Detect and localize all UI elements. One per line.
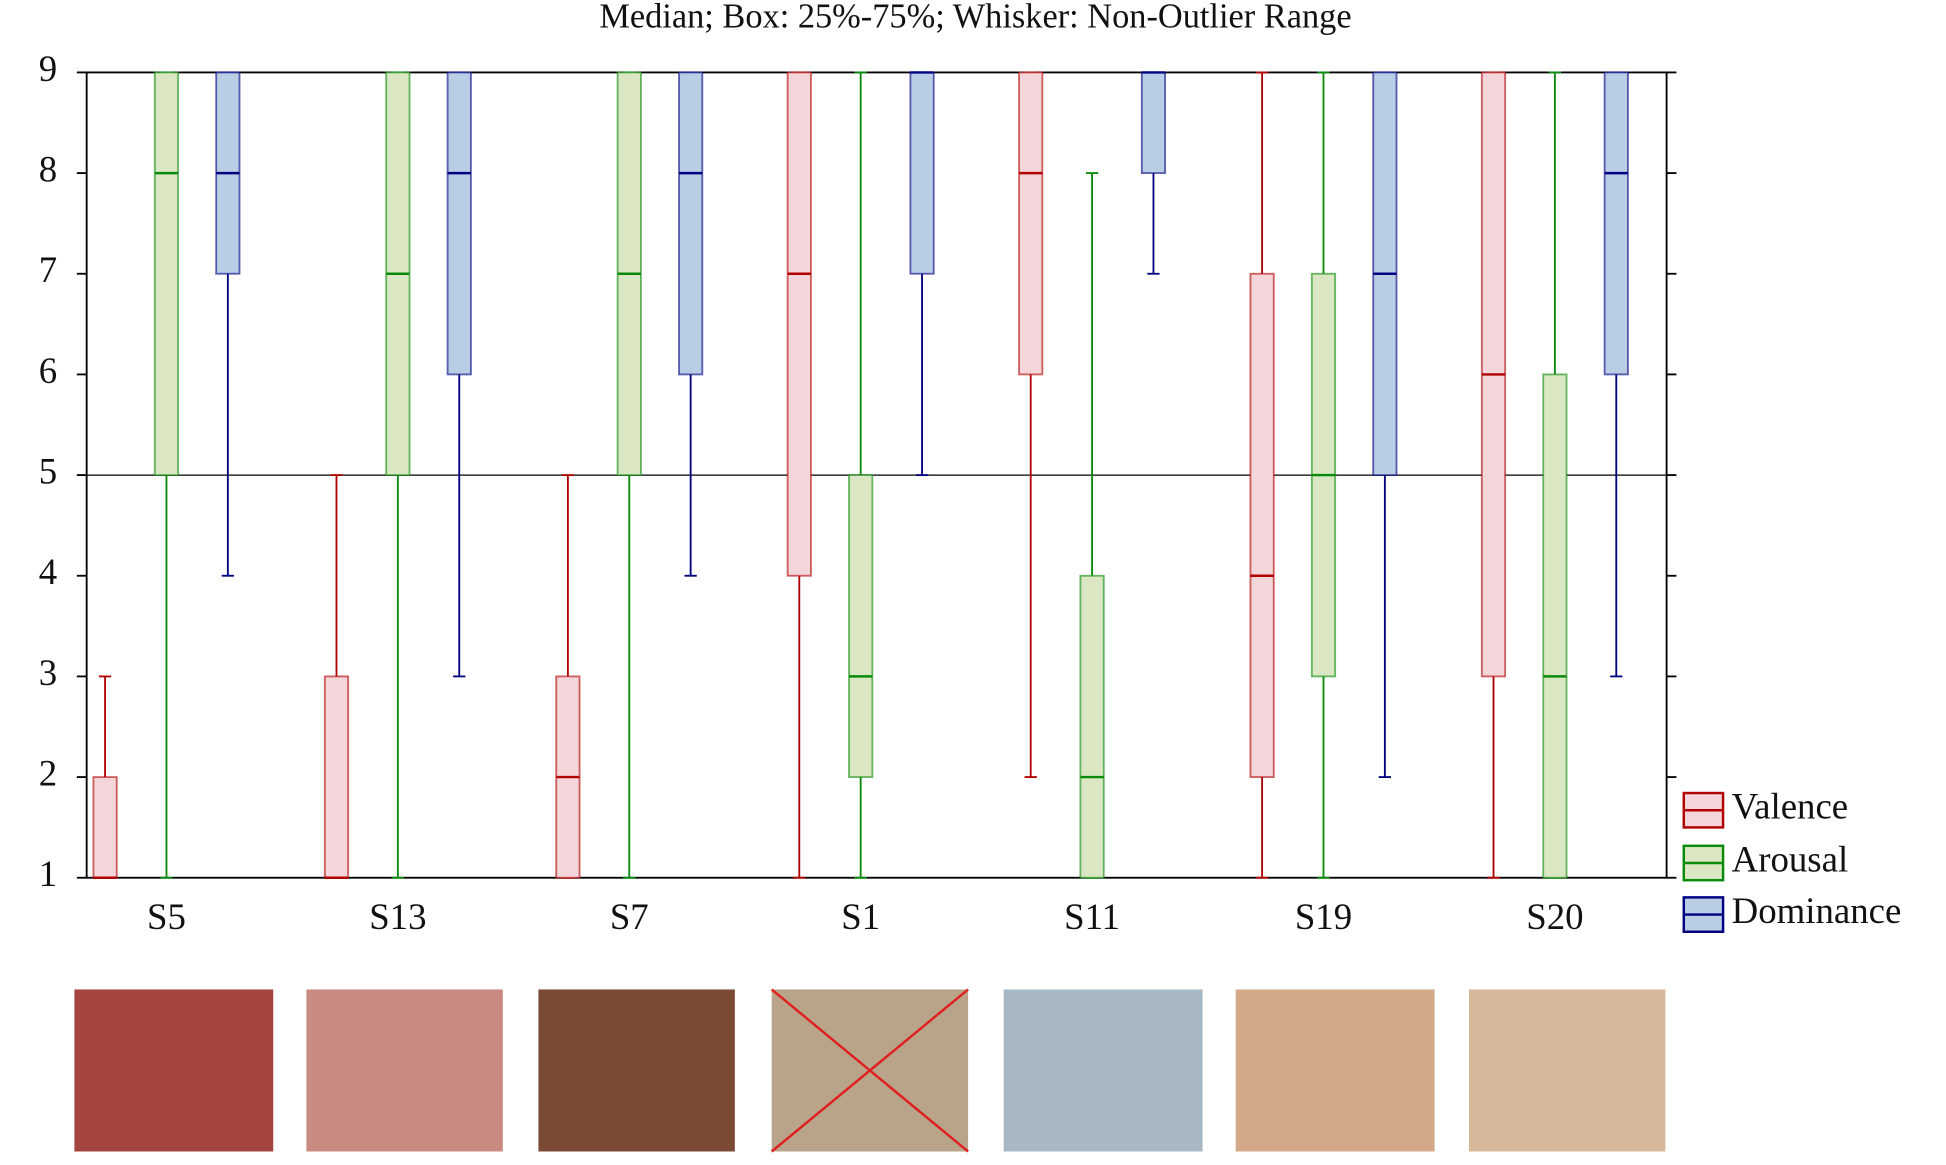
y-tick-label: 5 bbox=[39, 451, 57, 492]
x-tick-label: S7 bbox=[610, 896, 649, 937]
x-tick-label: S20 bbox=[1526, 896, 1583, 937]
y-tick-label: 1 bbox=[39, 853, 57, 894]
chart-title: Median; Box: 25%-75%; Whisker: Non-Outli… bbox=[599, 0, 1351, 36]
photo bbox=[1468, 989, 1666, 1152]
box bbox=[1542, 373, 1568, 879]
box bbox=[153, 71, 180, 477]
box bbox=[909, 71, 935, 275]
photo bbox=[74, 989, 274, 1152]
photo bbox=[538, 989, 735, 1152]
cross-line bbox=[770, 988, 969, 1153]
x-tick-label: S5 bbox=[147, 896, 186, 937]
x-tick-label: S1 bbox=[841, 896, 880, 937]
photo bbox=[306, 989, 503, 1152]
y-tick-label: 3 bbox=[39, 652, 57, 693]
box bbox=[1249, 272, 1275, 778]
x-tick-label: S13 bbox=[369, 896, 426, 937]
legend-label: Valence bbox=[1732, 786, 1849, 827]
y-tick-label: 4 bbox=[39, 551, 57, 592]
y-tick-label: 8 bbox=[39, 149, 57, 190]
box bbox=[786, 71, 812, 577]
y-tick-label: 7 bbox=[39, 249, 57, 290]
box bbox=[848, 474, 874, 778]
y-tick-label: 2 bbox=[39, 753, 57, 794]
photo bbox=[1235, 989, 1435, 1152]
box bbox=[1018, 71, 1044, 376]
x-tick-label: S11 bbox=[1064, 896, 1120, 937]
y-tick-label: 9 bbox=[39, 48, 57, 89]
box bbox=[1140, 71, 1167, 175]
y-tick-label: 6 bbox=[39, 350, 57, 391]
photos bbox=[74, 988, 1666, 1153]
box bbox=[678, 71, 704, 376]
box bbox=[1603, 71, 1629, 376]
box bbox=[1079, 574, 1105, 879]
box bbox=[92, 776, 118, 879]
x-tick-label: S19 bbox=[1295, 896, 1352, 937]
legend-label: Arousal bbox=[1732, 838, 1849, 879]
box bbox=[446, 71, 472, 376]
legend-label: Dominance bbox=[1732, 890, 1902, 931]
box bbox=[323, 675, 350, 879]
photo bbox=[1003, 989, 1203, 1152]
